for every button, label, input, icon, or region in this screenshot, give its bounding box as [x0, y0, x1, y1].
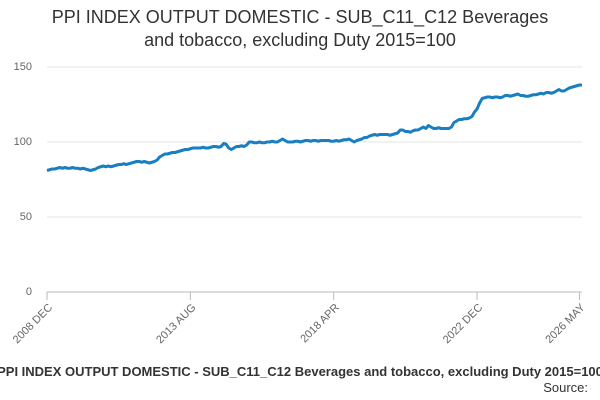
- x-tick-label: 2008 DEC: [11, 302, 55, 346]
- chart-title: PPI INDEX OUTPUT DOMESTIC - SUB_C11_C12 …: [51, 7, 549, 50]
- footer: PPI INDEX OUTPUT DOMESTIC - SUB_C11_C12 …: [0, 364, 600, 382]
- y-tick-label: 50: [20, 211, 32, 223]
- x-tick-label: 2026 MAY: [543, 301, 588, 346]
- footer-title: PPI INDEX OUTPUT DOMESTIC - SUB_C11_C12 …: [0, 364, 600, 379]
- line: [46, 83, 582, 172]
- y-tick-label: 150: [14, 61, 32, 73]
- y-tick-label: 100: [14, 136, 32, 148]
- x-tick-label: 2013 AUG: [154, 302, 198, 346]
- x-tick-label: 2022 DEC: [441, 302, 485, 346]
- y-tick-label: 0: [26, 286, 32, 298]
- source: Source:: [543, 380, 588, 395]
- x-tick-label: 2018 APR: [298, 302, 342, 346]
